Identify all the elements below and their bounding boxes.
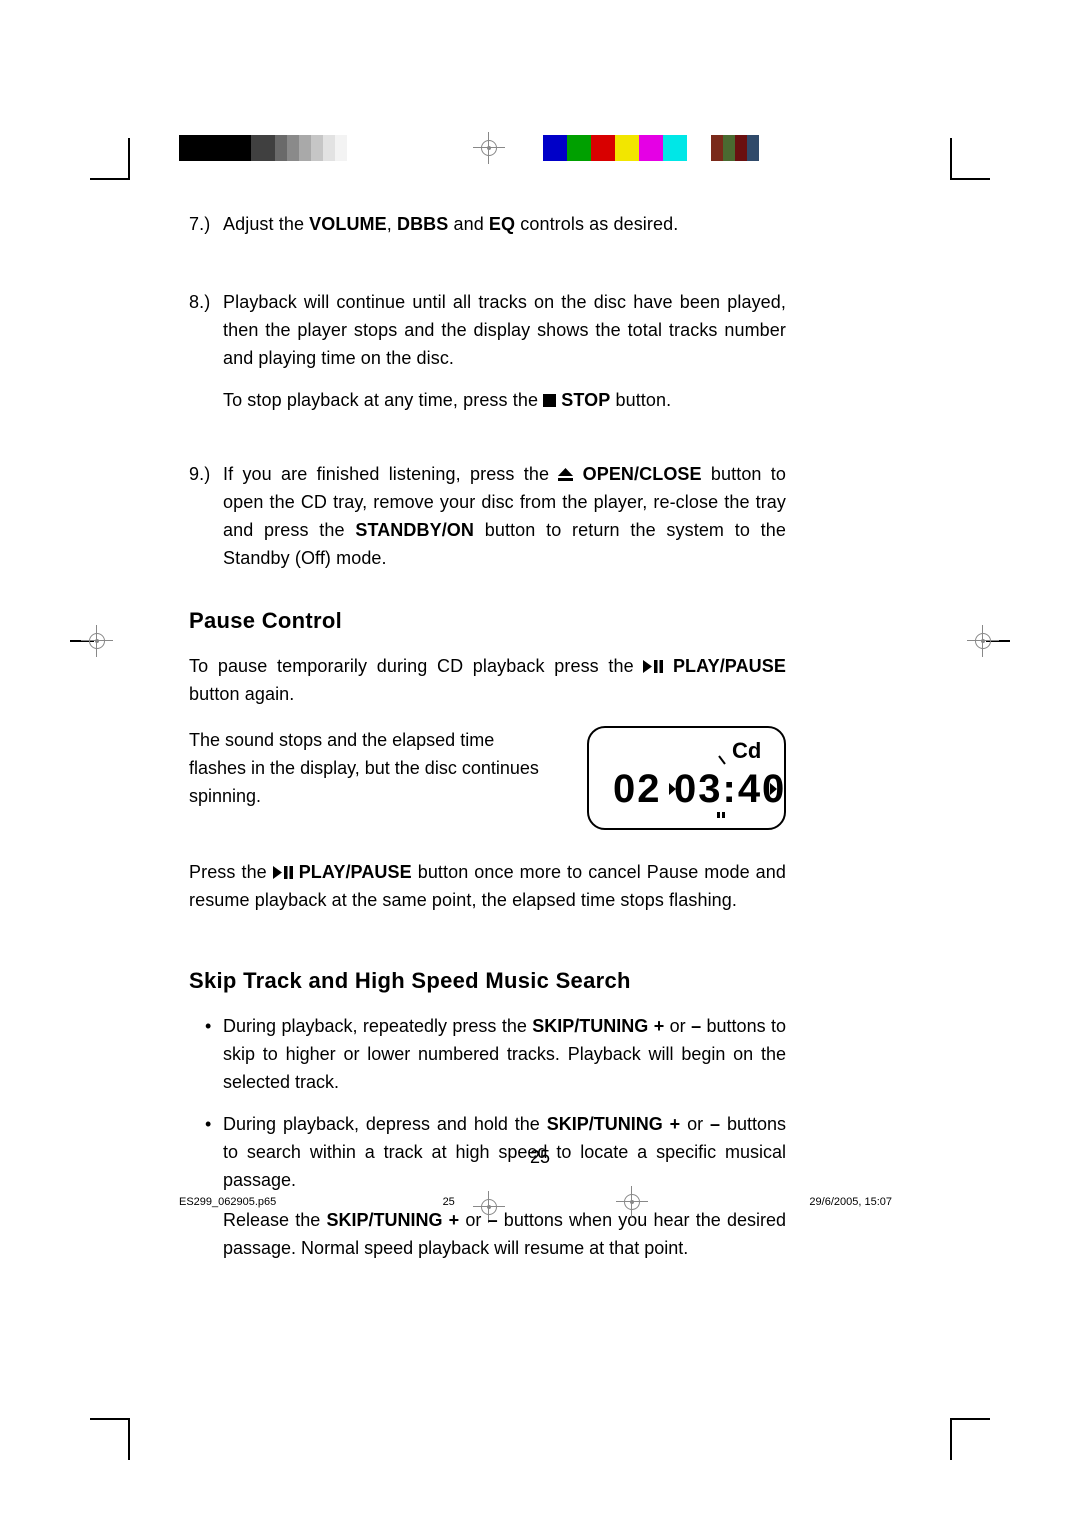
registration-mark-icon — [478, 137, 500, 159]
page-number: 25 — [0, 1147, 1080, 1168]
footer-page: 25 — [443, 1196, 455, 1208]
heading-pause-control: Pause Control — [189, 608, 786, 634]
registration-mark-icon — [621, 1191, 643, 1213]
lcd-time: 03:40 — [674, 767, 784, 811]
numbered-step: 7.)Adjust the VOLUME, DBBS and EQ contro… — [189, 210, 786, 238]
pause-paragraph: To pause temporarily during CD playback … — [189, 652, 786, 708]
registration-mark-icon — [86, 630, 108, 652]
crop-mark — [950, 138, 952, 178]
lcd-cd-label: Cd — [732, 738, 761, 763]
print-footer: ES299_062905.p65 25 29/6/2005, 15:07 — [179, 1191, 892, 1213]
footer-date: 29/6/2005, 15:07 — [809, 1196, 892, 1208]
crop-mark — [950, 1420, 952, 1460]
crop-mark — [950, 178, 990, 180]
footer-filename: ES299_062905.p65 — [179, 1196, 276, 1208]
registration-mark-icon — [972, 630, 994, 652]
page-content: 7.)Adjust the VOLUME, DBBS and EQ contro… — [189, 210, 786, 1276]
crop-mark — [90, 1418, 130, 1420]
heading-skip-track: Skip Track and High Speed Music Search — [189, 968, 786, 994]
lcd-track: 02 — [613, 767, 662, 811]
numbered-step: 8.)Playback will continue until all trac… — [189, 288, 786, 414]
grayscale-calibration-bar — [179, 135, 371, 161]
bullet-item: During playback, depress and hold the SK… — [195, 1110, 786, 1262]
crop-mark — [90, 178, 130, 180]
numbered-step: 9.)If you are finished listening, press … — [189, 460, 786, 572]
crop-mark — [128, 138, 130, 178]
crop-mark — [128, 1420, 130, 1460]
pause-resume-paragraph: Press the PLAY/PAUSE button once more to… — [189, 858, 786, 914]
bullet-item: During playback, repeatedly press the SK… — [195, 1012, 786, 1096]
pause-flash-text: The sound stops and the elapsed time fla… — [189, 726, 544, 810]
color-calibration-bar — [543, 135, 759, 161]
lcd-display: Cd 02 03:40 — [587, 726, 786, 830]
crop-mark — [950, 1418, 990, 1420]
